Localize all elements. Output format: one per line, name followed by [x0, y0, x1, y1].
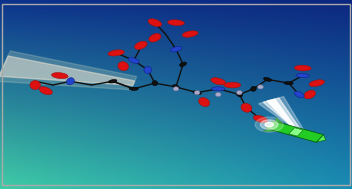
Ellipse shape [30, 81, 40, 90]
Ellipse shape [284, 82, 293, 85]
Polygon shape [263, 98, 302, 133]
Ellipse shape [264, 77, 271, 81]
Ellipse shape [241, 103, 252, 112]
Ellipse shape [199, 98, 210, 107]
Ellipse shape [67, 78, 74, 85]
Ellipse shape [294, 91, 304, 98]
Ellipse shape [128, 57, 139, 64]
Ellipse shape [144, 66, 152, 74]
Circle shape [260, 120, 278, 129]
Ellipse shape [173, 87, 179, 91]
Ellipse shape [168, 20, 184, 26]
Ellipse shape [215, 92, 221, 97]
Ellipse shape [253, 115, 268, 123]
Polygon shape [276, 118, 284, 124]
Ellipse shape [149, 34, 161, 42]
Polygon shape [267, 99, 298, 132]
Ellipse shape [237, 91, 242, 95]
Ellipse shape [148, 19, 162, 26]
Polygon shape [263, 129, 277, 132]
Ellipse shape [108, 80, 117, 83]
Ellipse shape [182, 31, 198, 37]
Polygon shape [0, 51, 137, 90]
Circle shape [265, 122, 274, 127]
Ellipse shape [224, 82, 241, 88]
Circle shape [255, 117, 283, 132]
Ellipse shape [129, 87, 138, 90]
Polygon shape [259, 97, 306, 135]
Ellipse shape [212, 87, 225, 91]
Polygon shape [289, 128, 303, 136]
Ellipse shape [194, 91, 200, 95]
Ellipse shape [134, 41, 147, 50]
Ellipse shape [170, 46, 182, 52]
Polygon shape [266, 121, 323, 142]
Ellipse shape [39, 87, 52, 95]
Polygon shape [0, 56, 135, 85]
Ellipse shape [296, 74, 309, 78]
Ellipse shape [108, 50, 124, 56]
Ellipse shape [173, 85, 179, 89]
Ellipse shape [180, 62, 187, 67]
Ellipse shape [258, 85, 263, 89]
Ellipse shape [294, 65, 311, 71]
Ellipse shape [152, 81, 158, 86]
Ellipse shape [118, 62, 128, 71]
Ellipse shape [251, 86, 256, 91]
Ellipse shape [309, 80, 325, 87]
Polygon shape [316, 135, 326, 142]
Ellipse shape [304, 90, 316, 99]
Ellipse shape [236, 92, 243, 97]
Ellipse shape [52, 73, 68, 79]
Ellipse shape [193, 91, 201, 94]
Ellipse shape [211, 78, 226, 85]
